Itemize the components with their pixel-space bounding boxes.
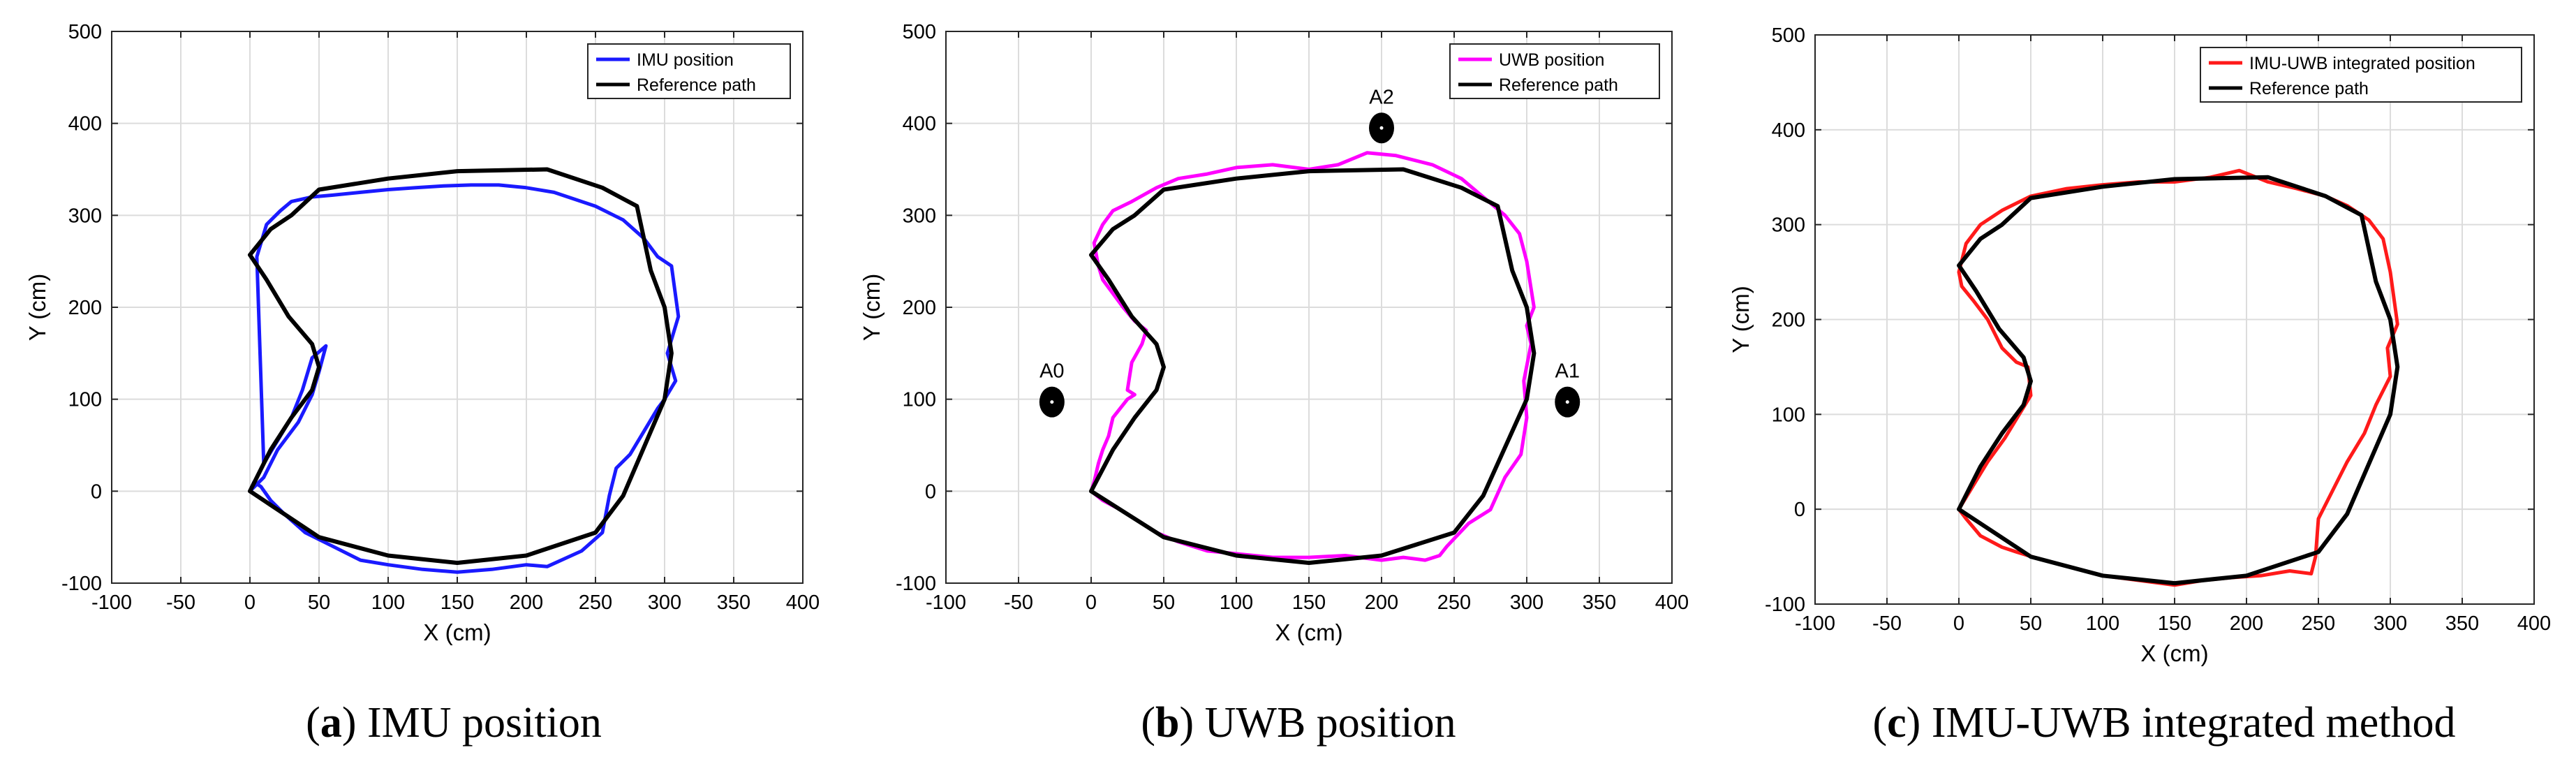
legend-entry: IMU position	[637, 50, 734, 70]
x-tick-label: 0	[1086, 592, 1097, 614]
x-axis-label: X (cm)	[1275, 619, 1342, 645]
y-tick-label: 300	[1772, 214, 1805, 237]
chart-panel-a: -100 -50 0 50 100 150 200 250 300 350 400 -100 0 100 2…	[24, 21, 820, 747]
x-tick-label: 400	[2517, 612, 2551, 635]
x-tick-label: 250	[579, 592, 612, 614]
legend-box	[2200, 47, 2522, 103]
x-tick-label: 200	[510, 592, 543, 614]
panel-caption: (a) IMU position	[306, 699, 602, 747]
panel-caption: (b) UWB position	[1141, 699, 1456, 747]
y-tick-label: 500	[903, 21, 936, 43]
anchor-label: A1	[1555, 360, 1579, 383]
legend: UWB position Reference path	[1449, 43, 1660, 99]
y-tick-label: 400	[903, 113, 936, 135]
x-tick-label: -100	[91, 592, 132, 614]
anchor-marker: A2	[1369, 86, 1394, 144]
anchor-label: A0	[1039, 360, 1064, 383]
chart-panel-c: -100 -50 0 50 100 150 200 250 300 350 400 -100 0 100 2…	[1728, 24, 2551, 747]
legend: IMU-UWB integrated position Reference pat…	[2200, 47, 2522, 103]
x-tick-label: 100	[1220, 592, 1253, 614]
x-tick-label: 250	[1437, 592, 1471, 614]
panel-caption: (c) IMU-UWB integrated method	[1872, 699, 2455, 747]
series-line-reference-path	[248, 167, 674, 565]
x-tick-label: 50	[308, 592, 330, 614]
chart-panel-b: -100 -50 0 50 100 150 200 250 300 350 400 -100 0 100 2…	[859, 21, 1689, 747]
x-tick-label: 350	[2445, 612, 2479, 635]
x-tick-label: 300	[648, 592, 681, 614]
y-tick-label: 300	[903, 205, 936, 227]
y-tick-label: 300	[68, 205, 102, 227]
y-tick-label: 500	[1772, 24, 1805, 47]
anchor-center	[1050, 400, 1054, 404]
x-tick-label: 100	[371, 592, 405, 614]
series-line-measured	[1089, 151, 1536, 562]
x-axis-label: X (cm)	[423, 619, 491, 645]
y-tick-label: 0	[925, 480, 936, 503]
x-tick-label: 300	[1510, 592, 1544, 614]
x-tick-label: 400	[786, 592, 820, 614]
y-tick-label: -100	[61, 573, 102, 595]
y-axis-label: Y (cm)	[24, 274, 50, 342]
x-tick-label: 350	[1583, 592, 1616, 614]
x-tick-label: 100	[2086, 612, 2119, 635]
y-axis-label: Y (cm)	[859, 274, 884, 342]
x-tick-label: 0	[1953, 612, 1964, 635]
legend-entry: Reference path	[1499, 75, 1618, 95]
legend-box	[1449, 43, 1660, 99]
x-tick-label: -100	[1795, 612, 1835, 635]
legend-box	[587, 43, 791, 99]
legend-entry: Reference path	[2249, 79, 2369, 98]
x-tick-label: -100	[926, 592, 966, 614]
y-tick-label: 100	[903, 389, 936, 411]
x-tick-label: 0	[244, 592, 256, 614]
y-tick-label: 0	[1794, 499, 1805, 521]
anchor-center	[1565, 400, 1569, 404]
x-tick-label: 250	[2302, 612, 2335, 635]
y-axis-label: Y (cm)	[1728, 286, 1754, 353]
y-tick-label: 400	[68, 113, 102, 135]
x-tick-label: 350	[717, 592, 750, 614]
series-line-reference-path	[1089, 167, 1537, 565]
x-tick-label: 50	[2020, 612, 2042, 635]
series-line-reference-path	[1957, 175, 2400, 586]
legend: IMU position Reference path	[587, 43, 791, 99]
y-tick-label: 200	[1772, 309, 1805, 332]
y-tick-label: -100	[896, 573, 936, 595]
y-tick-label: -100	[1765, 594, 1805, 616]
y-tick-label: 100	[68, 389, 102, 411]
x-tick-label: -50	[166, 592, 195, 614]
anchor-center	[1379, 126, 1384, 130]
x-tick-label: 150	[2158, 612, 2191, 635]
x-tick-label: -50	[1872, 612, 1902, 635]
anchor-marker: A1	[1555, 360, 1581, 418]
x-axis-label: X (cm)	[2140, 640, 2208, 666]
anchor-marker: A0	[1039, 360, 1065, 418]
x-tick-label: 50	[1153, 592, 1175, 614]
y-tick-label: 200	[903, 297, 936, 319]
legend-entry: IMU-UWB integrated position	[2249, 54, 2475, 73]
x-tick-label: 400	[1655, 592, 1689, 614]
y-tick-label: 500	[68, 21, 102, 43]
legend-entry: UWB position	[1499, 50, 1604, 70]
x-tick-label: -50	[1004, 592, 1033, 614]
x-tick-label: 200	[2230, 612, 2263, 635]
x-tick-label: 300	[2374, 612, 2407, 635]
anchor-label: A2	[1369, 86, 1393, 108]
x-tick-label: 150	[441, 592, 474, 614]
y-tick-label: 400	[1772, 119, 1805, 142]
x-tick-label: 200	[1365, 592, 1398, 614]
legend-entry: Reference path	[637, 75, 756, 95]
y-tick-label: 100	[1772, 404, 1805, 426]
y-tick-label: 0	[91, 480, 102, 503]
x-tick-label: 150	[1292, 592, 1326, 614]
y-tick-label: 200	[68, 297, 102, 319]
